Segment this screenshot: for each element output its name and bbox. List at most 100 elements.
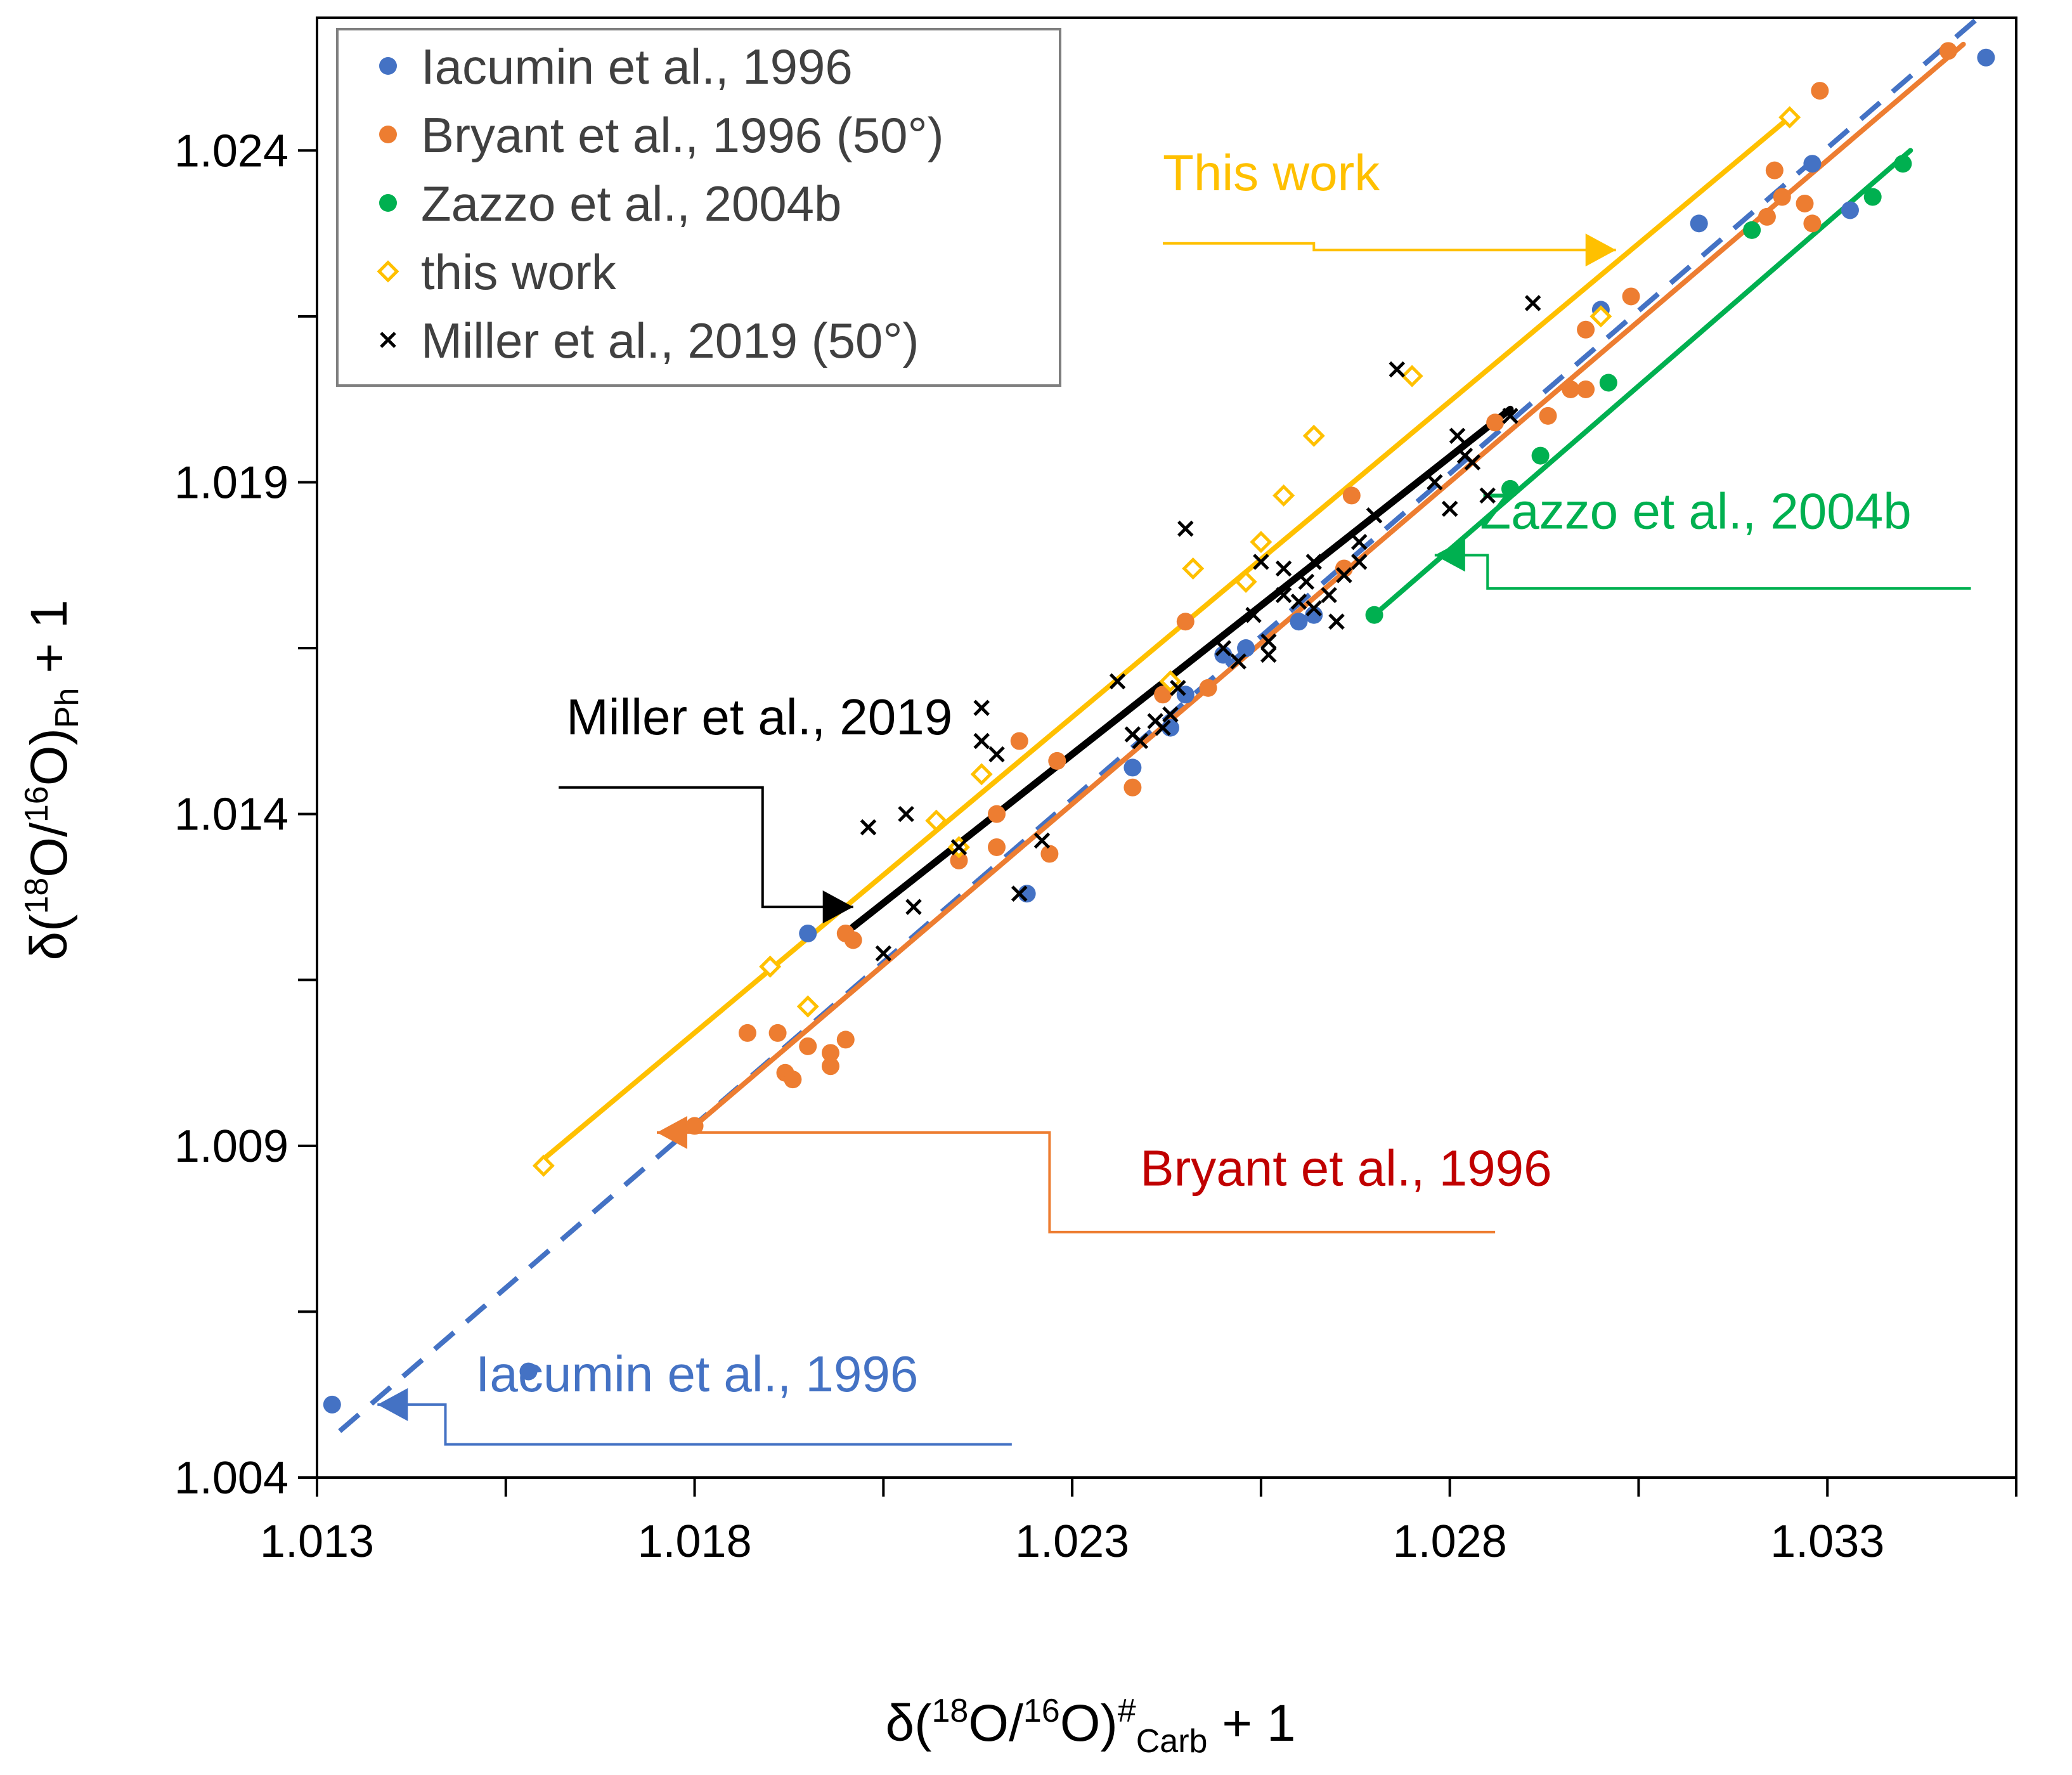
data-point	[1479, 487, 1496, 504]
series-2	[1365, 155, 1912, 624]
y-tick-label: 1.024	[174, 126, 288, 176]
annotation-leader-line	[377, 1403, 1012, 1446]
data-point	[875, 945, 892, 962]
data-point	[1539, 406, 1557, 425]
axis-title-part: + 1	[1207, 1694, 1295, 1752]
axis-title-part: + 1	[20, 600, 78, 688]
data-point	[1214, 646, 1233, 664]
data-point	[1336, 567, 1352, 583]
data-point	[1464, 454, 1481, 471]
axis-title-part: 16	[1023, 1693, 1060, 1729]
data-point	[1502, 408, 1518, 424]
data-point	[1743, 221, 1761, 239]
y-tick-label: 1.009	[174, 1121, 288, 1172]
legend-label: this work	[421, 244, 617, 300]
data-point	[1290, 594, 1307, 610]
data-point	[1401, 365, 1423, 387]
data-point	[1230, 653, 1246, 670]
data-point	[1250, 531, 1272, 554]
data-point	[1234, 570, 1257, 593]
data-point	[1182, 557, 1205, 580]
annotations: This work Zazzo et al., 2004b Miller et al…	[377, 145, 1971, 1446]
data-point	[1449, 427, 1466, 444]
legend-marker	[379, 126, 397, 143]
annotation-leader-line	[1163, 242, 1616, 252]
data-point	[1365, 606, 1383, 624]
data-point	[1335, 559, 1353, 578]
x-tick-label: 1.028	[1393, 1516, 1507, 1567]
y-tick-label: 1.019	[174, 457, 288, 508]
data-point	[1328, 613, 1345, 630]
data-point	[323, 1395, 341, 1414]
x-tick-label: 1.023	[1015, 1516, 1129, 1567]
data-point	[860, 819, 877, 836]
data-point	[1260, 646, 1277, 663]
data-point	[532, 1154, 555, 1177]
x-tick-label: 1.033	[1770, 1516, 1884, 1567]
axis-title-part: 18	[931, 1693, 968, 1729]
data-point	[1177, 520, 1194, 537]
data-point	[973, 699, 990, 716]
annotation-label: Zazzo et al., 2004b	[1480, 483, 1911, 540]
legend-marker	[379, 57, 397, 75]
data-point	[1155, 719, 1171, 736]
data-point	[1894, 155, 1912, 173]
data-point	[1342, 486, 1361, 505]
data-point	[1162, 706, 1179, 723]
data-point	[1765, 161, 1784, 179]
axis-title-part: #	[1118, 1693, 1136, 1729]
legend-label: Iacumin et al., 1996	[421, 39, 853, 94]
data-point	[1010, 732, 1028, 750]
data-point	[1275, 587, 1292, 604]
legend-marker	[377, 260, 399, 283]
data-point	[1237, 639, 1255, 658]
data-point	[1562, 380, 1580, 398]
data-point	[1302, 424, 1325, 447]
data-point	[1811, 82, 1829, 100]
data-point	[1109, 673, 1126, 690]
data-point	[1350, 533, 1368, 550]
fit-line	[541, 114, 1792, 1162]
data-point	[898, 805, 914, 822]
data-point	[1427, 474, 1443, 491]
data-point	[821, 1057, 839, 1076]
data-points	[323, 42, 1995, 1414]
data-point	[1199, 679, 1217, 697]
data-point	[784, 1070, 802, 1089]
data-point	[1123, 778, 1142, 796]
legend-marker	[380, 332, 396, 348]
x-axis-title: δ(18O/16O)#Carb + 1	[885, 1693, 1295, 1760]
data-point	[1253, 554, 1269, 570]
data-point	[1298, 573, 1315, 590]
data-point	[1305, 606, 1323, 624]
annotation-arrowhead	[1434, 538, 1465, 572]
data-point	[1290, 613, 1308, 631]
data-point	[759, 955, 782, 978]
data-point	[844, 931, 862, 949]
data-point	[685, 1117, 704, 1135]
data-point	[1170, 680, 1186, 696]
legend-marker	[379, 194, 397, 212]
data-point	[1040, 845, 1059, 863]
data-point	[1441, 500, 1458, 517]
data-point	[799, 1037, 817, 1055]
legend-label: Zazzo et al., 2004b	[421, 176, 841, 231]
annotation-arrowhead	[822, 890, 853, 924]
data-point	[1977, 48, 1995, 67]
plot-frame	[316, 16, 2017, 1479]
data-point	[1690, 214, 1708, 233]
data-point	[1350, 554, 1368, 570]
fit-line	[1371, 148, 1913, 618]
data-point	[988, 746, 1005, 763]
data-point	[925, 809, 948, 832]
data-point	[796, 995, 819, 1018]
data-point	[1590, 305, 1612, 328]
data-point	[973, 732, 990, 750]
annotation-label: Iacumin et al., 1996	[476, 1346, 918, 1402]
data-point	[768, 1024, 787, 1042]
data-point	[1486, 413, 1505, 432]
axis-title-part: 16	[18, 786, 55, 822]
data-point	[950, 851, 968, 869]
axis-title-part: δ(	[20, 914, 78, 961]
